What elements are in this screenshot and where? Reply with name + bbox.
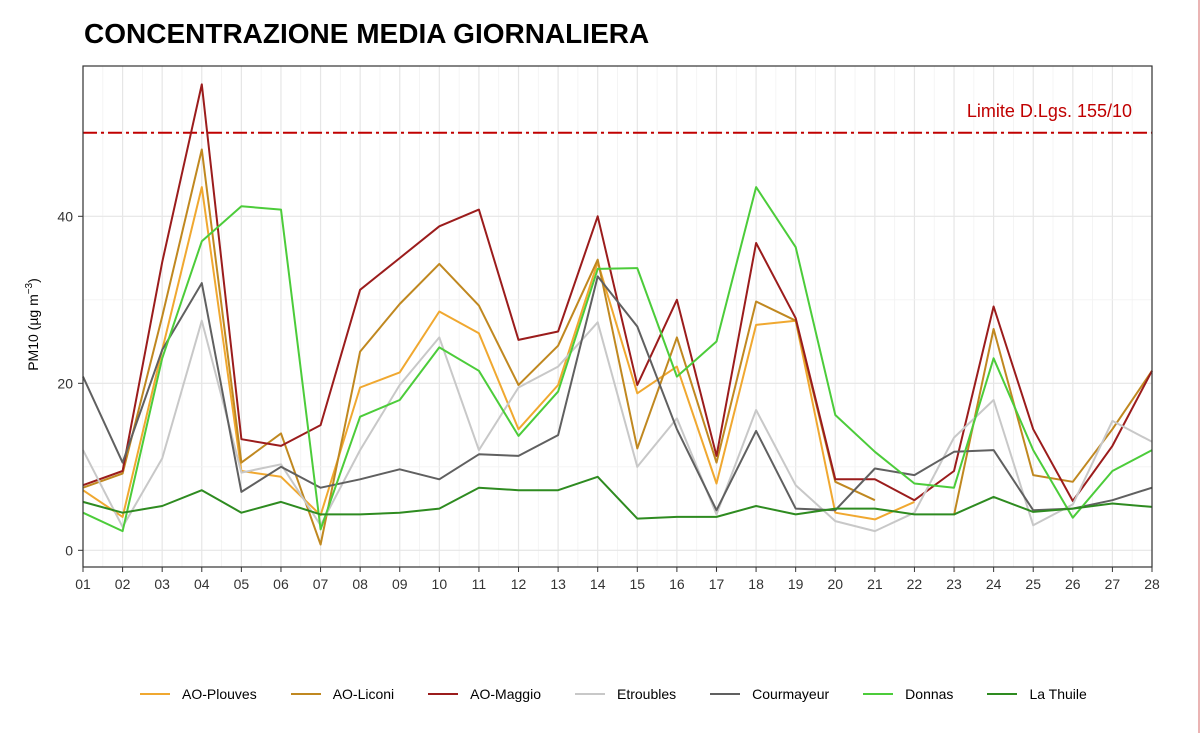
legend-swatch (140, 693, 170, 695)
x-tick-label: 05 (234, 576, 250, 592)
series-line-donnas (82, 186, 1153, 533)
x-tick-label: 27 (1105, 576, 1121, 592)
legend-swatch (290, 693, 321, 695)
legend-swatch (428, 693, 459, 695)
legend-swatch (710, 693, 741, 695)
x-tick-label: 15 (630, 576, 646, 592)
x-tick-label: 21 (867, 576, 883, 592)
x-tick-label: 01 (75, 576, 91, 592)
series-line-courmayeur (82, 275, 1153, 512)
y-tick-label: 40 (57, 208, 73, 224)
x-tick-label: 16 (669, 576, 685, 592)
legend-item: Etroubles (574, 686, 677, 702)
x-tick-label: 25 (1025, 576, 1041, 592)
x-tick-label: 11 (472, 576, 487, 592)
x-tick-label: 14 (590, 576, 606, 592)
x-tick-label: 12 (511, 576, 527, 592)
legend-item: Donnas (863, 686, 953, 702)
y-tick-label: 0 (65, 542, 73, 558)
legend-label: Donnas (905, 686, 954, 702)
x-tick-label: 03 (154, 576, 170, 592)
series-line-etroubles (82, 319, 1153, 533)
legend-item: AO-Liconi (290, 686, 395, 702)
series-line-la-thuile (82, 475, 1153, 520)
legend-swatch (863, 693, 894, 695)
legend-label: AO-Plouves (182, 686, 257, 702)
x-tick-label: 22 (907, 576, 923, 592)
legend-label: AO-Liconi (332, 686, 395, 702)
legend-label: La Thuile (1029, 686, 1087, 702)
axis-layer: 01 02 03 04 05 06 07 08 09 10 11 12 13 14 15 16 17 18 19 20… (24, 65, 1160, 592)
x-tick-label: 26 (1065, 576, 1081, 592)
legend-item: AO-Maggio (428, 686, 541, 702)
limit-layer: Limite D.Lgs. 155/10 (83, 101, 1152, 134)
page-edge (1198, 0, 1200, 733)
x-tick-label: 07 (313, 576, 329, 592)
x-tick-label: 02 (115, 576, 131, 592)
plot-border (82, 65, 1153, 568)
x-tick-label: 10 (432, 576, 448, 592)
x-tick-label: 18 (748, 576, 764, 592)
legend-swatch (574, 693, 605, 695)
line-chart: Limite D.Lgs. 155/10 01 02 03 04 05 06 07 08 09 1… (24, 65, 1160, 592)
series-layer (82, 83, 1153, 546)
x-tick-label: 09 (392, 576, 408, 592)
y-axis-label: PM10 (µg m−3) (24, 278, 41, 371)
x-tick-label: 08 (352, 576, 368, 592)
x-tick-label: 28 (1144, 576, 1160, 592)
legend-label: Courmayeur (752, 686, 830, 702)
x-tick-label: 13 (550, 576, 566, 592)
legend-swatch (987, 693, 1018, 695)
legend: AO-Plouves AO-Liconi AO-Maggio Etroubles Cou… (140, 686, 1121, 702)
legend-item: AO-Plouves (140, 686, 257, 702)
y-tick-label: 20 (57, 375, 73, 391)
x-tick-label: 20 (827, 576, 843, 592)
x-tick-label: 04 (194, 576, 210, 592)
legend-label: AO-Maggio (470, 686, 541, 702)
x-tick-label: 19 (788, 576, 804, 592)
legend-item: La Thuile (987, 686, 1087, 702)
limit-label: Limite D.Lgs. 155/10 (967, 101, 1132, 121)
series-line-ao-liconi (82, 148, 1153, 546)
x-tick-label: 24 (986, 576, 1002, 592)
chart-title: CONCENTRAZIONE MEDIA GIORNALIERA (84, 18, 650, 49)
legend-label: Etroubles (616, 686, 677, 702)
x-tick-label: 23 (946, 576, 962, 592)
x-tick-label: 06 (273, 576, 289, 592)
x-tick-label: 17 (709, 576, 725, 592)
legend-item: Courmayeur (710, 686, 829, 702)
